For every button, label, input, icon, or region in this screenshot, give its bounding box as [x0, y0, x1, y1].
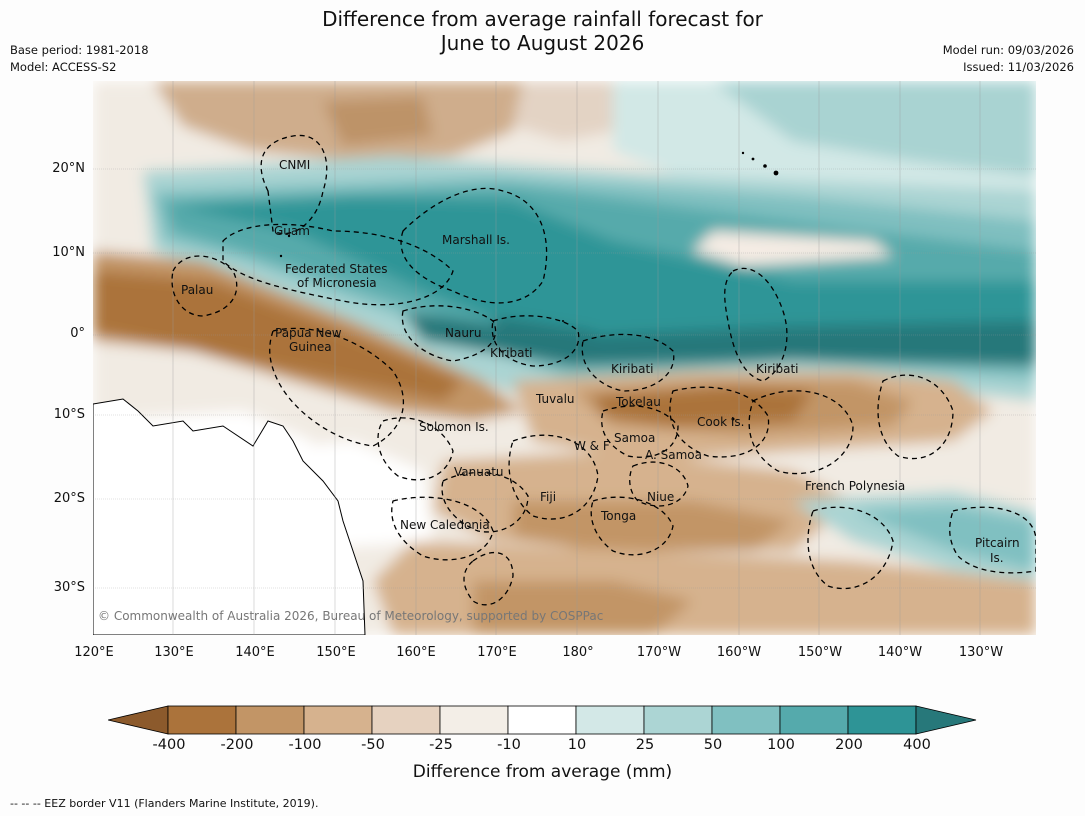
eez-borders	[171, 134, 1036, 606]
colorbar-segment	[711, 705, 781, 735]
island-dots	[279, 151, 779, 421]
lon-label-180: 180°	[562, 645, 594, 660]
colorbar-extend-high	[915, 705, 977, 735]
colorbar-tick-label: 400	[903, 737, 931, 753]
australia-landmass	[93, 398, 366, 635]
colorbar-segment	[575, 705, 645, 735]
colorbar-segment	[439, 705, 509, 735]
lon-label-160e: 160°E	[396, 645, 436, 660]
title-line-1: Difference from average rainfall forecas…	[322, 7, 763, 31]
lon-label-130e: 130°E	[154, 645, 194, 660]
colorbar-segment	[303, 705, 373, 735]
region-label-guam: Guam	[274, 224, 310, 238]
region-label-tuvalu: Tuvalu	[536, 392, 575, 406]
colorbar-tick-label: 50	[703, 737, 723, 753]
colorbar-segment	[235, 705, 305, 735]
colorbar-tick-label: -50	[361, 737, 385, 753]
region-label-fsm-2: of Micronesia	[297, 276, 377, 290]
colorbar-segment	[507, 705, 577, 735]
lat-label-0: 0°	[70, 326, 85, 341]
grid-lines	[93, 81, 1036, 635]
issued-date: Issued: 11/03/2026	[963, 60, 1074, 74]
region-label-fiji: Fiji	[540, 490, 557, 504]
colorbar-tick-label: 100	[767, 737, 795, 753]
lon-label-170e: 170°E	[477, 645, 517, 660]
eez-footnote: -- -- -- EEZ border V11 (Flanders Marine…	[10, 797, 319, 810]
region-label-cnmi: CNMI	[279, 158, 311, 172]
base-period: Base period: 1981-2018	[10, 43, 149, 57]
region-label-solomon: Solomon Is.	[419, 420, 489, 434]
model-run: Model run: 09/03/2026	[942, 43, 1074, 57]
region-label-french-polynesia: French Polynesia	[805, 479, 906, 493]
region-label-kiribati-east: Kiribati	[756, 362, 799, 376]
colorbar-tick-label: -200	[220, 737, 254, 753]
map-canvas	[93, 81, 1036, 635]
region-label-nauru: Nauru	[445, 326, 482, 340]
colorbar-tick-label: -100	[288, 737, 322, 753]
region-label-kiribati-west: Kiribati	[490, 346, 533, 360]
colorbar-segment	[779, 705, 849, 735]
colorbar-extend-low	[108, 705, 169, 735]
colorbar-tick-label: -400	[152, 737, 186, 753]
colorbar-segment	[167, 705, 237, 735]
map-title: Difference from average rainfall forecas…	[0, 7, 1085, 55]
region-label-cook: Cook Is.	[697, 415, 745, 429]
meta-right: Model run: 09/03/2026 Issued: 11/03/2026	[943, 42, 1074, 76]
region-label-tonga: Tonga	[601, 509, 637, 523]
title-line-2: June to August 2026	[440, 31, 645, 55]
lon-label-130w: 130°W	[958, 645, 1004, 660]
region-label-kiribati-central: Kiribati	[611, 362, 654, 376]
region-label-pitcairn-1: Pitcairn	[975, 536, 1020, 550]
colorbar	[108, 705, 977, 735]
region-label-tokelau: Tokelau	[616, 395, 661, 409]
lon-label-140w: 140°W	[877, 645, 923, 660]
region-label-png-2: Guinea	[289, 340, 332, 354]
lon-label-120e: 120°E	[74, 645, 114, 660]
colorbar-tick-label: 200	[835, 737, 863, 753]
lon-label-140e: 140°E	[235, 645, 275, 660]
region-label-samoa: Samoa	[614, 431, 656, 445]
rainfall-map	[93, 81, 1036, 635]
colorbar-tick-label: -25	[429, 737, 453, 753]
region-label-palau: Palau	[181, 283, 214, 297]
region-label-fsm-1: Federated States	[285, 262, 388, 276]
region-label-american-samoa: A. Samoa	[645, 448, 702, 462]
colorbar-segment	[371, 705, 441, 735]
lon-label-150e: 150°E	[316, 645, 356, 660]
lon-label-170w: 170°W	[636, 645, 682, 660]
lon-label-160w: 160°W	[716, 645, 762, 660]
colorbar-segment	[643, 705, 713, 735]
lon-label-150w: 150°W	[797, 645, 843, 660]
region-label-png-1: Papua New	[275, 326, 342, 340]
region-label-wallis-futuna: W & F	[574, 439, 610, 453]
colorbar-tick-label: 25	[635, 737, 655, 753]
region-label-marshall: Marshall Is.	[442, 233, 510, 247]
meta-left: Base period: 1981-2018 Model: ACCESS-S2	[10, 42, 149, 76]
lat-label-20s: 20°S	[53, 491, 85, 506]
lat-label-30s: 30°S	[53, 580, 85, 595]
colorbar-tick-label: -10	[497, 737, 521, 753]
colorbar-segment	[847, 705, 917, 735]
copyright-notice: © Commonwealth of Australia 2026, Bureau…	[98, 609, 604, 623]
region-label-new-caledonia: New Caledonia	[400, 518, 490, 532]
colorbar-label: Difference from average (mm)	[412, 762, 673, 782]
model-name: Model: ACCESS-S2	[10, 60, 117, 74]
lat-label-10n: 10°N	[52, 245, 85, 260]
region-label-niue: Niue	[647, 490, 675, 504]
lat-label-10s: 10°S	[53, 407, 85, 422]
region-label-pitcairn-2: Is.	[990, 551, 1004, 565]
lat-label-20n: 20°N	[52, 161, 85, 176]
region-label-vanuatu: Vanuatu	[454, 465, 504, 479]
colorbar-tick-label: 10	[567, 737, 587, 753]
